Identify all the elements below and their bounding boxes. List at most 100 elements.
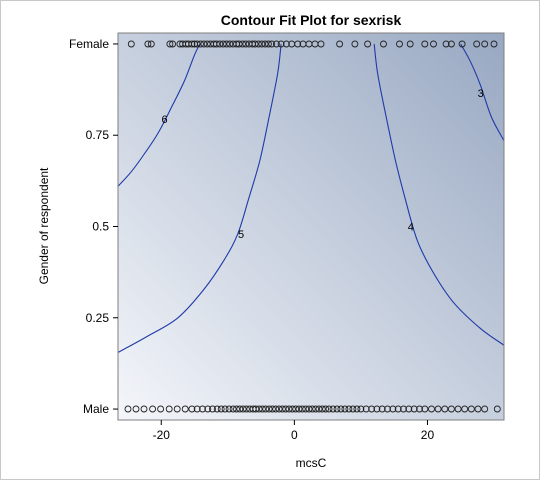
observation-male-13 [213, 405, 221, 413]
observation-male-37 [295, 405, 303, 413]
contour-label-6: 6 [162, 114, 168, 126]
observation-male-71 [454, 405, 462, 413]
observation-male-29 [268, 405, 276, 413]
observation-male-51 [345, 405, 353, 413]
observation-male-32 [278, 405, 286, 413]
y-tick-label-3: 0.75 [86, 128, 110, 142]
observation-female-30 [254, 40, 262, 48]
y-tick-label-1: 0.25 [86, 311, 110, 325]
observation-female-12 [197, 40, 204, 48]
observation-male-1 [132, 405, 140, 413]
observation-female-47 [380, 40, 387, 48]
observation-female-19 [219, 40, 227, 48]
x-tick-label-2: 20 [421, 428, 435, 442]
observation-male-2 [140, 405, 148, 413]
observation-male-53 [353, 405, 361, 413]
observation-male-14 [217, 405, 225, 413]
observation-female-36 [277, 40, 285, 48]
observation-male-10 [199, 405, 206, 413]
observation-male-45 [322, 405, 330, 413]
observation-male-25 [255, 405, 263, 413]
y-axis-label: Gender of respondent [37, 167, 51, 284]
observation-male-72 [461, 405, 469, 413]
observation-male-27 [262, 405, 270, 413]
observation-male-3 [149, 405, 157, 413]
contour-label-3: 3 [478, 88, 484, 100]
observation-male-42 [312, 405, 320, 413]
observation-male-47 [329, 405, 337, 413]
observation-female-55 [473, 40, 481, 48]
observation-male-55 [362, 405, 370, 413]
contour-label-4: 4 [408, 222, 414, 234]
observation-female-18 [216, 40, 224, 48]
observation-male-59 [384, 405, 391, 413]
observation-male-31 [275, 405, 283, 413]
observation-male-65 [416, 405, 423, 413]
observation-male-73 [467, 405, 475, 413]
observation-female-33 [264, 40, 272, 48]
plot-area [118, 33, 504, 420]
observation-female-20 [223, 40, 230, 48]
observation-male-8 [188, 405, 196, 413]
observation-female-2 [147, 40, 155, 48]
observation-male-70 [447, 405, 455, 413]
observation-female-51 [430, 40, 437, 48]
observation-female-29 [251, 40, 259, 48]
observation-female-46 [364, 40, 372, 48]
observation-male-56 [368, 405, 376, 413]
observation-male-50 [341, 405, 349, 413]
observation-female-45 [351, 40, 359, 48]
observation-female-24 [235, 40, 243, 48]
observation-male-60 [389, 405, 397, 413]
observation-male-0 [124, 405, 132, 413]
observation-male-34 [285, 405, 293, 413]
observation-male-7 [181, 405, 189, 413]
observation-female-13 [200, 40, 208, 48]
observation-male-35 [288, 405, 296, 413]
observation-male-17 [229, 405, 237, 413]
observation-male-20 [239, 405, 247, 413]
observation-male-39 [302, 405, 310, 413]
contour-layer [118, 43, 504, 353]
observation-male-38 [298, 405, 306, 413]
x-tick-label-0: -20 [153, 428, 171, 442]
observation-female-32 [261, 40, 269, 48]
observation-female-34 [268, 40, 276, 48]
observation-female-56 [481, 40, 489, 48]
observation-female-54 [458, 40, 466, 48]
observation-male-48 [333, 405, 341, 413]
observation-female-25 [239, 40, 246, 48]
observation-male-24 [252, 405, 260, 413]
observation-male-28 [265, 405, 273, 413]
observation-female-11 [193, 40, 201, 48]
observation-female-14 [203, 40, 211, 48]
observation-male-58 [378, 405, 386, 413]
y-tick-label-2: 0.5 [92, 220, 109, 234]
observation-female-37 [282, 40, 290, 48]
observation-layer [124, 40, 501, 413]
observation-male-21 [242, 405, 250, 413]
observation-female-0 [127, 40, 135, 48]
observation-male-18 [233, 405, 240, 413]
observation-male-15 [221, 405, 229, 413]
observation-male-41 [308, 405, 316, 413]
observation-male-6 [173, 405, 181, 413]
observation-male-69 [441, 405, 449, 413]
observation-female-44 [336, 40, 344, 48]
observation-female-21 [226, 40, 234, 48]
observation-female-3 [166, 40, 174, 48]
observation-male-63 [405, 405, 413, 413]
observation-female-57 [490, 40, 498, 48]
observation-male-4 [157, 405, 165, 413]
observation-male-16 [225, 405, 233, 413]
x-tick-label-1: 0 [291, 428, 298, 442]
observation-male-52 [349, 405, 357, 413]
observation-male-33 [282, 405, 290, 413]
observation-male-36 [292, 405, 300, 413]
observation-male-9 [193, 405, 201, 413]
observation-male-64 [410, 405, 418, 413]
observation-male-43 [315, 405, 323, 413]
observation-female-31 [258, 40, 266, 48]
contour-line-3 [460, 43, 504, 141]
